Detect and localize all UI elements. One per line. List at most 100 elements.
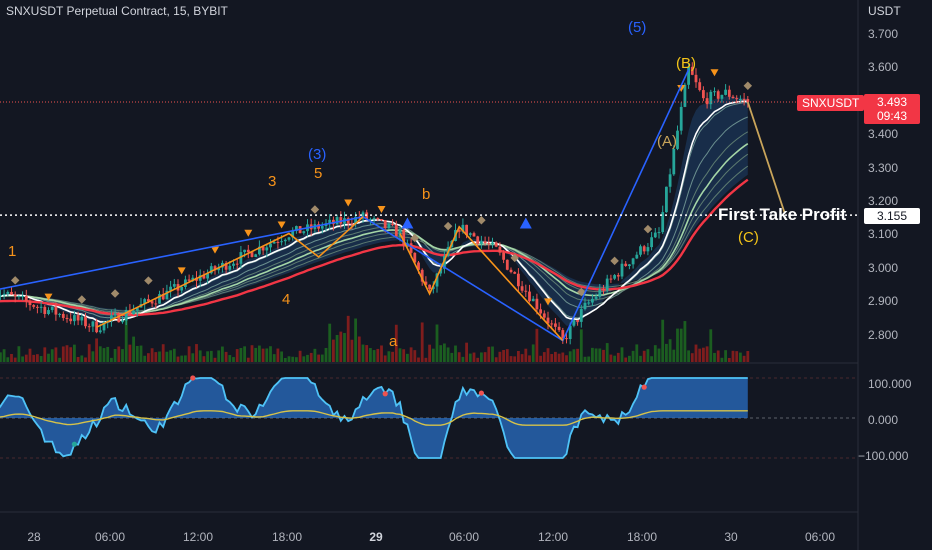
candle-body [198, 275, 202, 281]
volume-bar [491, 346, 494, 362]
volume-bar [17, 346, 21, 362]
candle-body [147, 299, 150, 302]
volume-bar [161, 344, 165, 362]
candle-body [661, 212, 665, 233]
time-tick-30: 30 [724, 530, 738, 544]
volume-bar [690, 353, 694, 362]
osc-tick-0: 0.000 [868, 413, 899, 427]
wave-label-a: a [389, 333, 398, 350]
signal-diamond [477, 215, 486, 225]
price-tick-3100: 3.100 [868, 227, 899, 241]
candle-body [457, 229, 461, 232]
volume-bar [546, 348, 550, 362]
volume-bar [480, 352, 483, 362]
candle-body [250, 252, 254, 257]
volume-bar [376, 348, 380, 362]
volume-bar [95, 338, 98, 362]
candle-body [498, 246, 502, 253]
volume-bar [398, 348, 402, 362]
candle-body [28, 301, 32, 306]
volume-bar [10, 353, 13, 362]
volume-bar [424, 357, 428, 362]
candle-body [439, 268, 443, 274]
candle-body [665, 186, 668, 213]
volume-bar [383, 355, 387, 362]
candle-body [428, 284, 431, 290]
volume-bar [605, 343, 609, 362]
candle-body [254, 254, 258, 257]
signal-triangle-down [44, 293, 53, 301]
candle-body [505, 259, 509, 270]
volume-bar [91, 351, 95, 362]
wave-label-3: (3) [308, 146, 327, 163]
take-profit-price-tag: 3.155 [864, 208, 920, 224]
candle-body [431, 286, 435, 290]
candle-body [124, 309, 128, 321]
volume-bar [665, 343, 668, 362]
volume-bar [391, 351, 394, 362]
volume-bar [106, 346, 110, 362]
candle-body [739, 98, 742, 100]
candle-body [217, 267, 221, 271]
bar-countdown: 09:43 [876, 109, 908, 123]
candle-body [539, 309, 542, 314]
candle-body [535, 298, 539, 310]
candle-body [154, 303, 158, 305]
volume-bar [531, 344, 535, 362]
candle-body [239, 252, 243, 264]
volume-bar [650, 356, 653, 362]
volume-bar [124, 319, 128, 362]
time-tick-1800-b: 18:00 [626, 530, 658, 544]
candle-body [683, 84, 687, 107]
volume-bar [80, 355, 84, 362]
volume-bar [150, 348, 154, 362]
candle-body [24, 295, 28, 302]
candle-body [646, 247, 650, 252]
volume-bar [387, 351, 391, 362]
candle-body [295, 226, 298, 231]
volume-bar [687, 350, 690, 362]
volume-bar [528, 355, 531, 362]
candle-body [746, 99, 750, 103]
volume-bar [513, 356, 517, 362]
time-tick-1200-b: 12:00 [537, 530, 569, 544]
candle-body [709, 91, 713, 105]
volume-bar [443, 343, 446, 362]
volume-bar [628, 355, 631, 362]
volume-bar [36, 354, 39, 362]
signal-diamond [110, 289, 120, 298]
signal-triangle-down [344, 199, 353, 207]
volume-bar [187, 346, 191, 362]
volume-bar [716, 350, 720, 362]
candle-body [6, 291, 10, 294]
volume-bar [343, 333, 346, 362]
volume-bar [583, 356, 587, 362]
volume-bar [58, 357, 61, 362]
volume-bar [332, 339, 335, 362]
candle-body [69, 318, 73, 322]
volume-bar [369, 348, 372, 362]
candle-body [84, 316, 87, 327]
ma-ribbon-line [0, 165, 749, 312]
volume-bar [172, 348, 176, 362]
price-tick-2800: 2.800 [868, 328, 899, 342]
candle-body [435, 273, 439, 287]
symbol-price-tag: SNXUSDT [797, 95, 865, 111]
candle-body [517, 273, 520, 287]
candle-body [409, 243, 413, 253]
candle-body [631, 258, 635, 265]
candle-body [328, 219, 332, 224]
volume-bar [361, 344, 365, 362]
candle-body [50, 306, 54, 311]
candle-body [335, 217, 339, 225]
candle-body [628, 264, 631, 266]
price-tick-3300: 3.300 [868, 161, 899, 175]
candle-body [228, 265, 232, 270]
candle-body [13, 294, 17, 297]
volume-bar [198, 350, 202, 362]
volume-bar [50, 349, 54, 362]
candle-body [583, 302, 587, 310]
volume-bar [365, 345, 369, 362]
wave-label-1: 1 [8, 243, 17, 260]
